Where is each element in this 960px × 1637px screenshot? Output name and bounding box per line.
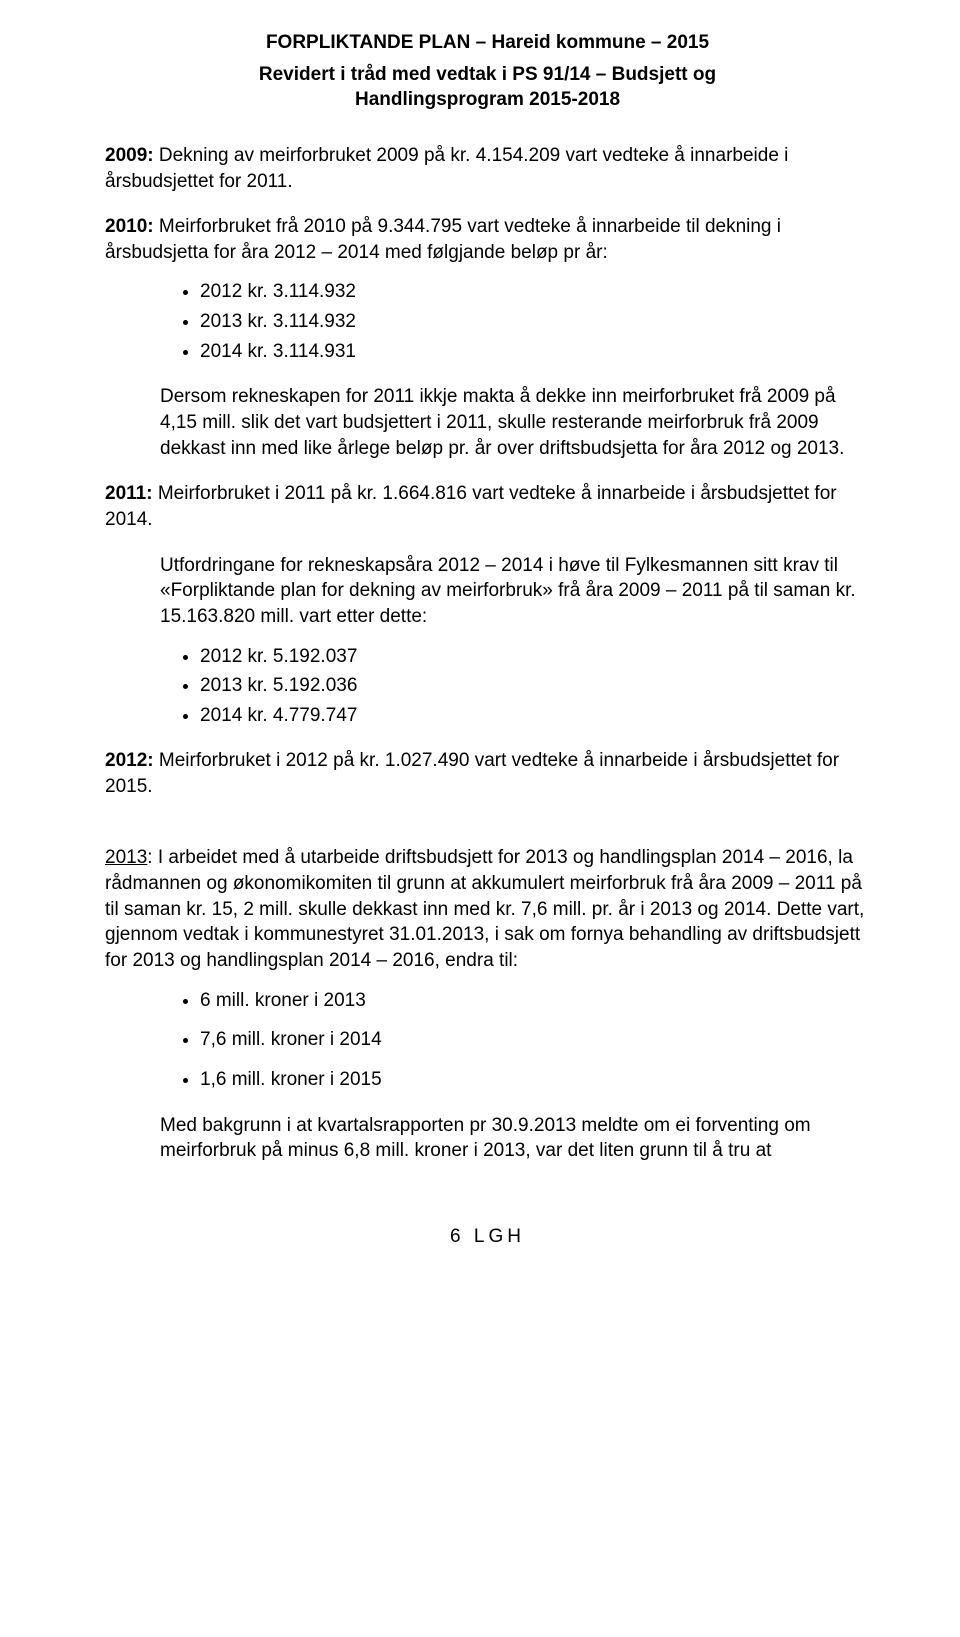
entry-2010-para1: Dersom rekneskapen for 2011 ikkje makta … bbox=[105, 384, 870, 461]
year-label-2012: 2012: bbox=[105, 750, 154, 771]
year-label-2009: 2009: bbox=[105, 145, 154, 166]
year-label-2013: 2013 bbox=[105, 847, 147, 868]
page-subtitle: Revidert i tråd med vedtak i PS 91/14 – … bbox=[105, 62, 870, 113]
subtitle-line-2: Handlingsprogram 2015-2018 bbox=[355, 89, 620, 110]
entry-2009: 2009: Dekning av meirforbruket 2009 på k… bbox=[105, 143, 870, 194]
entry-2012-text: Meirforbruket i 2012 på kr. 1.027.490 va… bbox=[105, 750, 839, 797]
entry-2011-para1: Utfordringane for rekneskapsåra 2012 – 2… bbox=[105, 553, 870, 630]
page-title: FORPLIKTANDE PLAN – Hareid kommune – 201… bbox=[105, 30, 870, 56]
bullets-2010: 2012 kr. 3.114.932 2013 kr. 3.114.932 20… bbox=[105, 279, 870, 364]
bullets-2013: 6 mill. kroner i 2013 7,6 mill. kroner i… bbox=[105, 988, 870, 1093]
year-label-2011: 2011: bbox=[105, 483, 153, 504]
list-item: 6 mill. kroner i 2013 bbox=[200, 988, 870, 1014]
list-item: 2014 kr. 3.114.931 bbox=[200, 339, 870, 365]
list-item: 7,6 mill. kroner i 2014 bbox=[200, 1027, 870, 1053]
entry-2009-text: Dekning av meirforbruket 2009 på kr. 4.1… bbox=[105, 145, 788, 192]
entry-2013-para1: Med bakgrunn i at kvartalsrapporten pr 3… bbox=[105, 1113, 870, 1164]
list-item: 2014 kr. 4.779.747 bbox=[200, 703, 870, 729]
list-item: 2012 kr. 3.114.932 bbox=[200, 279, 870, 305]
list-item: 2012 kr. 5.192.037 bbox=[200, 644, 870, 670]
subtitle-line-1: Revidert i tråd med vedtak i PS 91/14 – … bbox=[259, 64, 716, 85]
entry-2013: 2013: I arbeidet med å utarbeide driftsb… bbox=[105, 845, 870, 1163]
entry-2010: 2010: Meirforbruket frå 2010 på 9.344.79… bbox=[105, 214, 870, 461]
entry-2011-text: Meirforbruket i 2011 på kr. 1.664.816 va… bbox=[105, 483, 837, 530]
year-label-2010: 2010: bbox=[105, 216, 154, 237]
entry-2010-text: Meirforbruket frå 2010 på 9.344.795 vart… bbox=[105, 216, 781, 263]
entry-2011: 2011: Meirforbruket i 2011 på kr. 1.664.… bbox=[105, 481, 870, 728]
list-item: 1,6 mill. kroner i 2015 bbox=[200, 1067, 870, 1093]
list-item: 2013 kr. 5.192.036 bbox=[200, 673, 870, 699]
page-footer: 6 LGH bbox=[105, 1224, 870, 1250]
list-item: 2013 kr. 3.114.932 bbox=[200, 309, 870, 335]
entry-2013-text: : I arbeidet med å utarbeide driftsbudsj… bbox=[105, 847, 864, 971]
entry-2012: 2012: Meirforbruket i 2012 på kr. 1.027.… bbox=[105, 748, 870, 799]
bullets-2011: 2012 kr. 5.192.037 2013 kr. 5.192.036 20… bbox=[105, 644, 870, 729]
